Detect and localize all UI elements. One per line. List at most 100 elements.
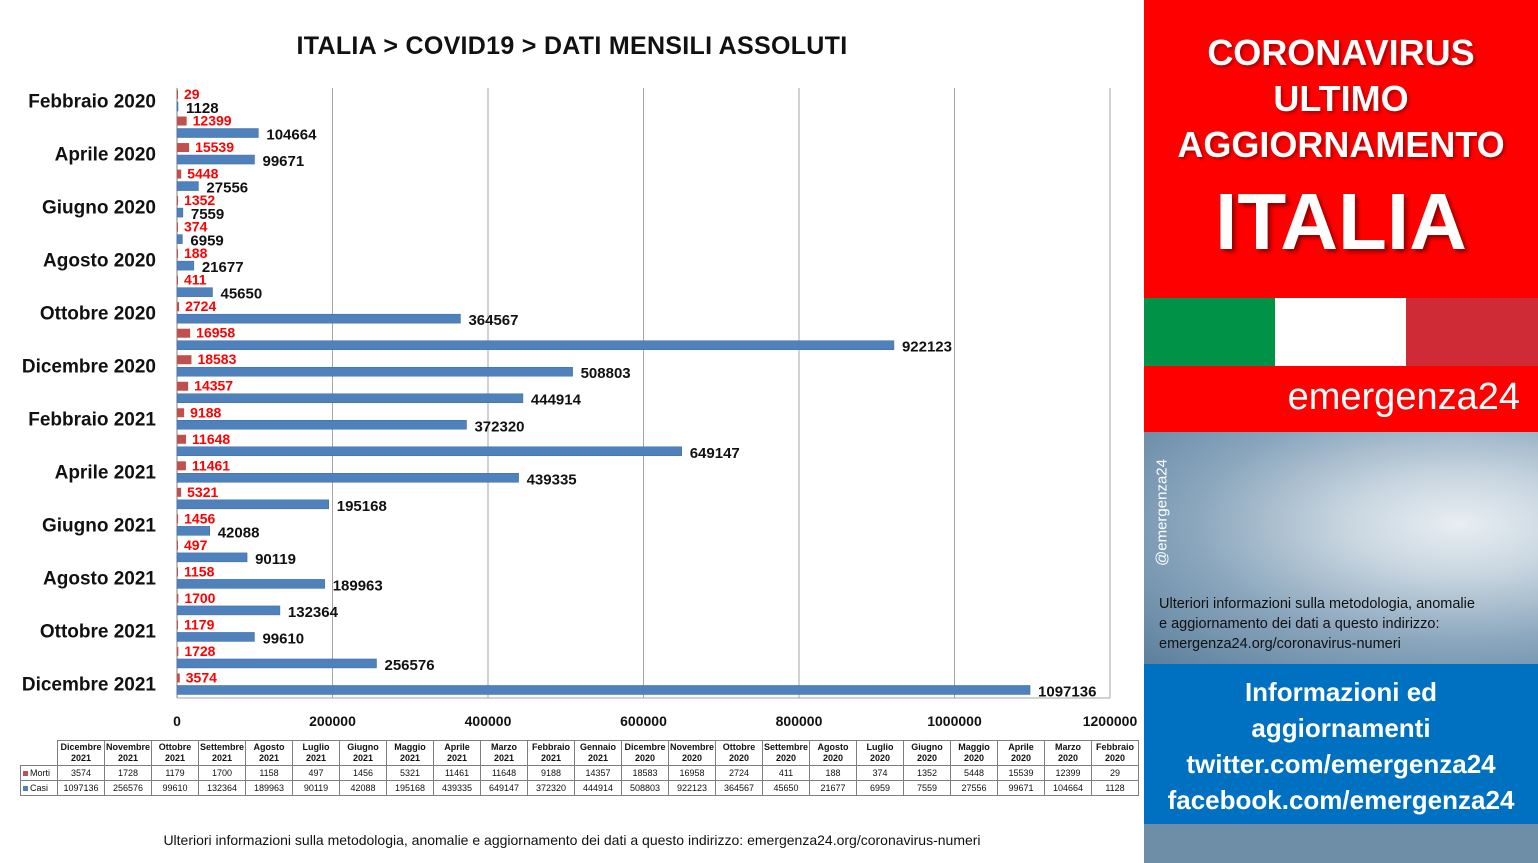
side-panel: CORONAVIRUS ULTIMO AGGIORNAMENTO ITALIA … [1144, 0, 1538, 863]
country-title: ITALIA [1215, 177, 1467, 266]
facebook-link[interactable]: facebook.com/emergenza24 [1167, 785, 1515, 815]
info-line-1: Informazioni ed [1244, 677, 1438, 707]
headline-box: CORONAVIRUS ULTIMO AGGIORNAMENTO ITALIA [1144, 0, 1538, 298]
brand-bar: emergenza24 [1144, 366, 1538, 432]
category-label: Agosto 2021 [43, 569, 156, 590]
table-cell: 374 [856, 765, 904, 781]
table-cell: 1158 [245, 765, 293, 781]
table-header-cell: Aprile 2021 [433, 740, 481, 766]
table-corner [21, 741, 58, 766]
bar-morti [177, 620, 178, 630]
category-label: Febbraio 2021 [28, 410, 156, 431]
header-year: 2021 [305, 753, 327, 763]
table-header-cell: Marzo 2020 [1044, 740, 1092, 766]
header-month: Maggio [394, 742, 426, 752]
table-header-cell: Giugno 2021 [339, 740, 387, 766]
table-row: Casi 1097136 256576 99610 132364 189963 90119 4… [20, 780, 1139, 796]
x-tick-label: 600000 [620, 713, 667, 729]
bar-casi [176, 234, 183, 244]
category-label: Febbraio 2020 [28, 91, 156, 112]
category-label: Giugno 2021 [42, 516, 156, 537]
table-header-cell: Aprile 2020 [997, 740, 1045, 766]
table-cell: 99610 [151, 780, 199, 796]
bar-morti [177, 593, 179, 603]
table-cell: 6959 [856, 780, 904, 796]
table-header-cell: Febbraio 2021 [527, 740, 575, 766]
table-cell: 189963 [245, 780, 293, 796]
header-month: Marzo [1054, 742, 1081, 752]
bar-casi [176, 287, 213, 297]
bar-chart: 0 200000 400000 600000 800000 1000000 1200000 F… [22, 86, 1138, 729]
table-cell: 508803 [621, 780, 669, 796]
bar-casi [176, 207, 184, 218]
bar-label-casi: 372320 [474, 418, 524, 435]
bar-morti [177, 222, 178, 232]
table-cell: 1179 [151, 765, 199, 781]
bar-label-casi: 444914 [531, 392, 582, 409]
header-month: Agosto [253, 742, 285, 752]
headline-line-2: ULTIMO [1273, 78, 1409, 119]
header-year: 2021 [587, 753, 609, 763]
table-cell: 1728 [104, 765, 152, 781]
bar-morti [177, 567, 178, 577]
header-year: 2020 [869, 753, 891, 763]
bar-morti [177, 196, 179, 206]
twitter-link[interactable]: twitter.com/emergenza24 [1186, 749, 1496, 779]
series-label: Casi [20, 780, 58, 796]
header-month: Dicembre [624, 742, 666, 752]
table-cell: 1456 [339, 765, 387, 781]
bar-label-morti: 14357 [194, 378, 233, 394]
bar-casi [176, 340, 895, 350]
bar-label-casi: 439335 [527, 471, 577, 488]
legend-name: Morti [30, 767, 50, 778]
bar-label-casi: 99671 [262, 153, 304, 170]
bottom-strip [1144, 824, 1538, 863]
bar-label-morti: 1456 [184, 510, 215, 526]
header-month: Marzo [490, 742, 517, 752]
bar-label-morti: 11461 [192, 457, 230, 473]
header-month: Settembre [199, 742, 244, 752]
bar-morti [177, 116, 187, 126]
header-month: Luglio [866, 742, 894, 752]
header-month: Novembre [105, 742, 150, 752]
table-cell: 16958 [668, 765, 716, 781]
bar-label-casi: 90119 [255, 551, 296, 568]
header-year: 2021 [117, 753, 139, 763]
table-cell: 5448 [950, 765, 998, 781]
table-cell: 188 [809, 765, 857, 781]
bar-casi [176, 499, 329, 510]
header-year: 2020 [916, 753, 938, 763]
header-month: Giugno [347, 742, 379, 752]
table-cell: 444914 [574, 780, 622, 796]
bar-label-morti: 497 [184, 537, 208, 553]
bar-casi [176, 605, 281, 616]
table-cell: 11648 [480, 765, 528, 781]
table-cell: 922123 [668, 780, 716, 796]
info-box: Informazioni ed aggiornamenti twitter.co… [1144, 664, 1538, 824]
footnote: Ulteriori informazioni sulla metodologia… [163, 832, 981, 848]
header-year: 2021 [70, 753, 92, 763]
bar-label-morti: 11648 [192, 431, 230, 447]
table-cell: 2724 [715, 765, 763, 781]
header-year: 2021 [258, 753, 280, 763]
header-month: Settembre [763, 742, 808, 752]
bar-morti [177, 143, 190, 153]
table-cell: 45650 [762, 780, 810, 796]
table-cell: 195168 [386, 780, 434, 796]
header-year: 2020 [681, 753, 703, 763]
x-tick-label: 800000 [776, 713, 823, 729]
header-year: 2020 [963, 753, 985, 763]
background-photo: @emergenza24 Ulteriori informazioni sull… [1144, 432, 1538, 664]
data-table: Dicembre 2021 Novembre 2021 Ottobre 2021 Sette… [20, 740, 1139, 796]
bar-casi [176, 313, 461, 324]
bar-label-morti: 9188 [190, 404, 221, 420]
header-year: 2020 [1104, 753, 1126, 763]
bar-casi [176, 181, 199, 191]
bar-label-morti: 1352 [184, 192, 215, 208]
bar-label-morti: 3574 [186, 669, 217, 685]
bar-label-casi: 7559 [191, 206, 224, 223]
table-row: Morti 3574 1728 1179 1700 1158 497 1456 5321 1146… [20, 765, 1139, 781]
header-month: Febbraio [1095, 742, 1134, 752]
header-year: 2020 [1010, 753, 1032, 763]
header-year: 2021 [352, 753, 374, 763]
